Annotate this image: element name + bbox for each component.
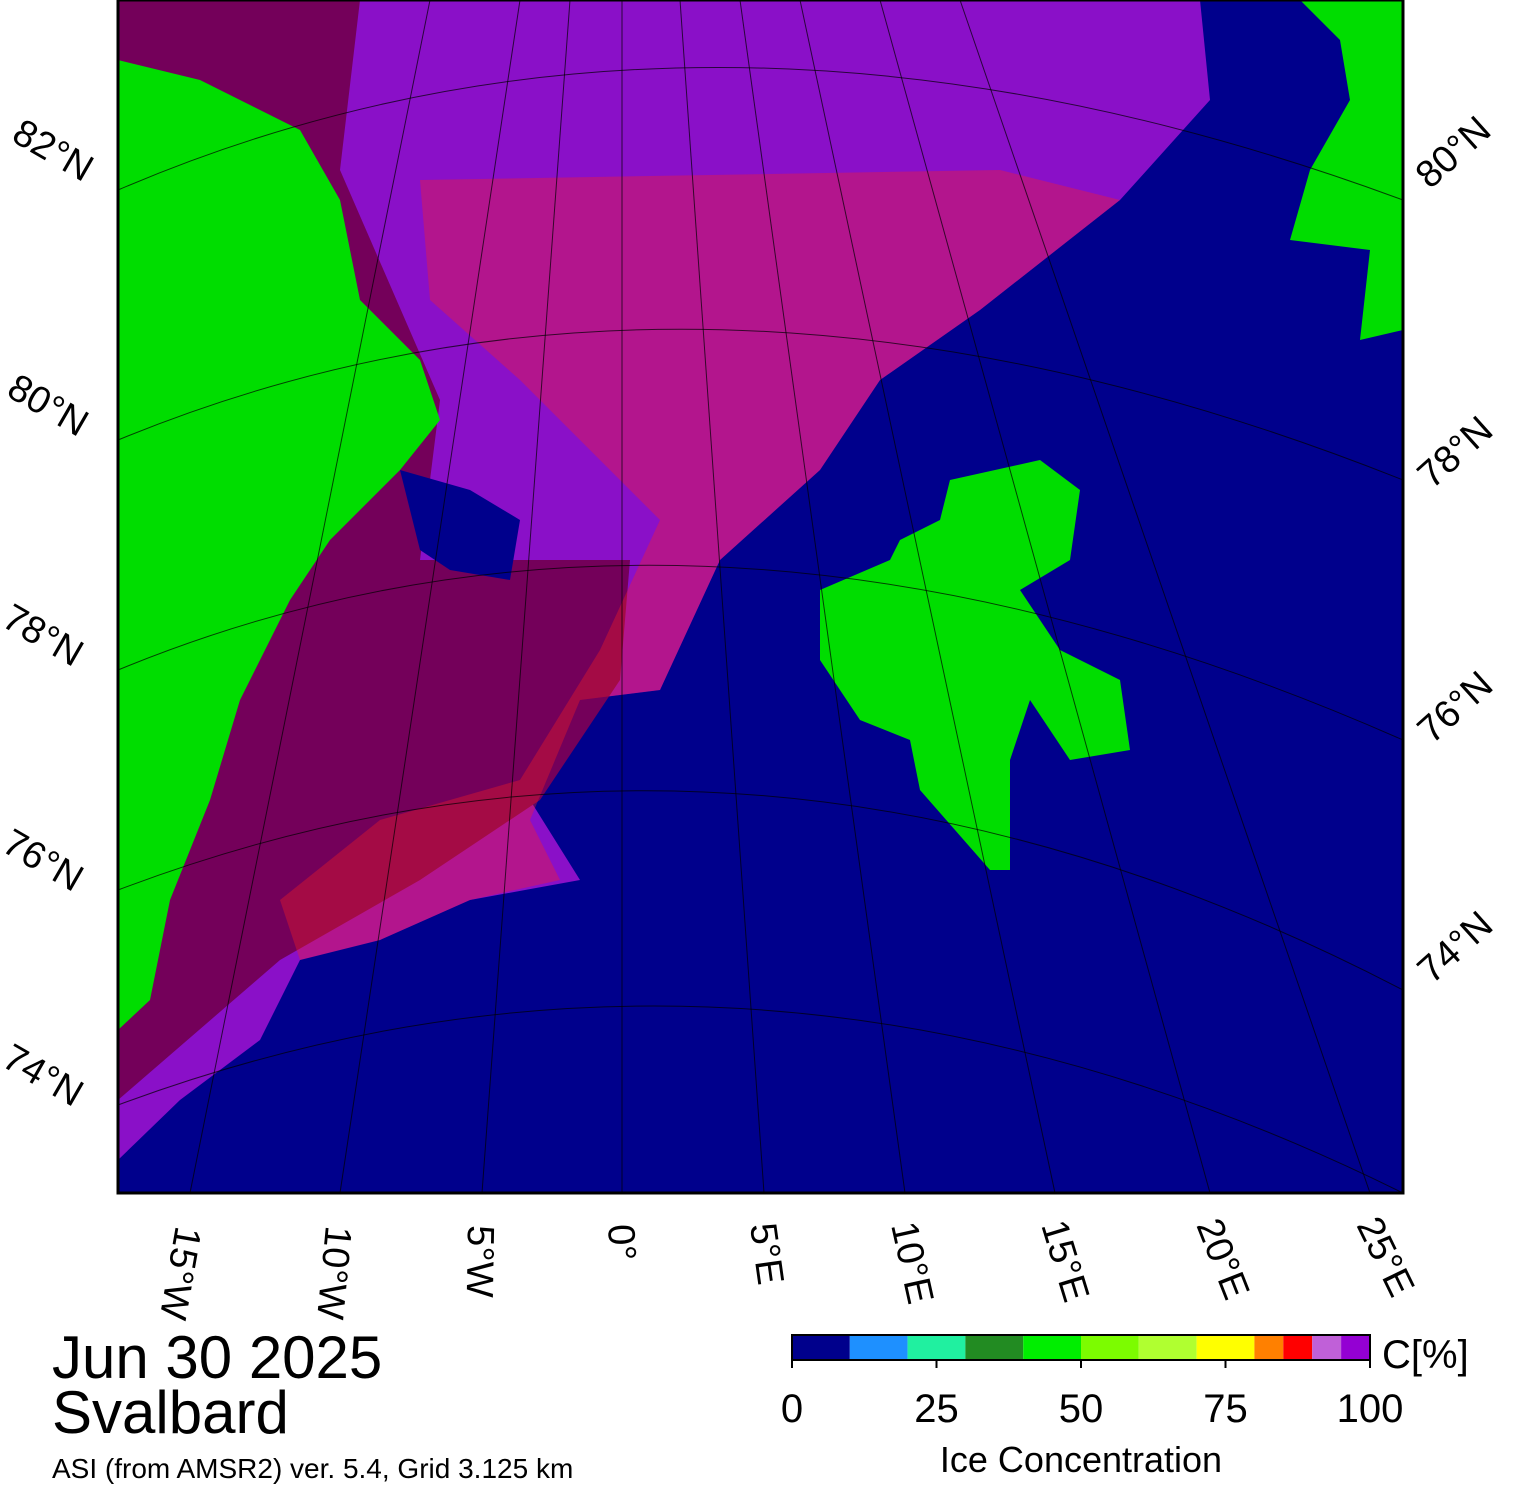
colorbar-tick-label: 0: [781, 1387, 803, 1431]
lon-label: 5°W: [458, 1225, 501, 1298]
colorbar-tick-label: 100: [1337, 1387, 1404, 1431]
map-frame: [116, 0, 1405, 1195]
colorbar-bin: [1254, 1335, 1284, 1360]
colorbar-bin: [1081, 1335, 1139, 1360]
lon-label: 5°E: [741, 1220, 791, 1287]
lat-label: 82°N: [6, 111, 101, 190]
lat-label: 74°N: [0, 1036, 90, 1115]
lon-label: 10°W: [308, 1224, 359, 1321]
colorbar-tick-label: 75: [1203, 1387, 1248, 1431]
polynya: [400, 470, 520, 580]
region: Svalbard: [52, 1379, 289, 1446]
colorbar: 0 25 50 75 100 C[%] Ice Concentration: [781, 1333, 1469, 1480]
graticule: [117, 0, 1404, 1194]
greenland: [118, 60, 440, 1030]
marginal-ice-zone: [280, 170, 1120, 960]
lon-label: 10°E: [882, 1218, 941, 1308]
lon-label: 25°E: [1348, 1211, 1422, 1304]
svalbard: [820, 460, 1130, 870]
colorbar-bin: [907, 1335, 966, 1360]
colorbar-tick-label: 50: [1059, 1387, 1104, 1431]
lat-label: 74°N: [1410, 904, 1501, 992]
colorbar-bin: [792, 1335, 850, 1360]
colorbar-bin: [1312, 1335, 1342, 1360]
colorbar-label: Ice Concentration: [940, 1439, 1222, 1480]
lat-label: 80°N: [1408, 109, 1499, 197]
map: [116, 0, 1405, 1195]
colorbar-bin: [1196, 1335, 1255, 1360]
date: Jun 30 2025: [52, 1324, 382, 1391]
franz-josef-land: [1290, 0, 1403, 340]
lon-label: 20°E: [1188, 1213, 1257, 1305]
lat-label: 80°N: [1, 366, 96, 445]
lon-label: 15°W: [151, 1223, 209, 1322]
colorbar-bin: [1138, 1335, 1197, 1360]
colorbar-bin: [849, 1335, 908, 1360]
colorbar-bin: [965, 1335, 1024, 1360]
lon-label: 15°E: [1032, 1215, 1096, 1306]
colorbar-tick-label: 25: [914, 1387, 959, 1431]
source: ASI (from AMSR2) ver. 5.4, Grid 3.125 km: [52, 1453, 573, 1484]
lat-label: 76°N: [0, 821, 90, 900]
lat-label: 76°N: [1410, 664, 1501, 752]
colorbar-unit: C[%]: [1382, 1333, 1469, 1377]
colorbar-bin: [1023, 1335, 1081, 1360]
colorbar-bin: [1283, 1335, 1313, 1360]
lon-label: 0°: [599, 1223, 643, 1262]
colorbar-bin: [1341, 1335, 1370, 1360]
lat-label: 78°N: [1410, 409, 1501, 497]
lat-label: 78°N: [0, 596, 90, 675]
